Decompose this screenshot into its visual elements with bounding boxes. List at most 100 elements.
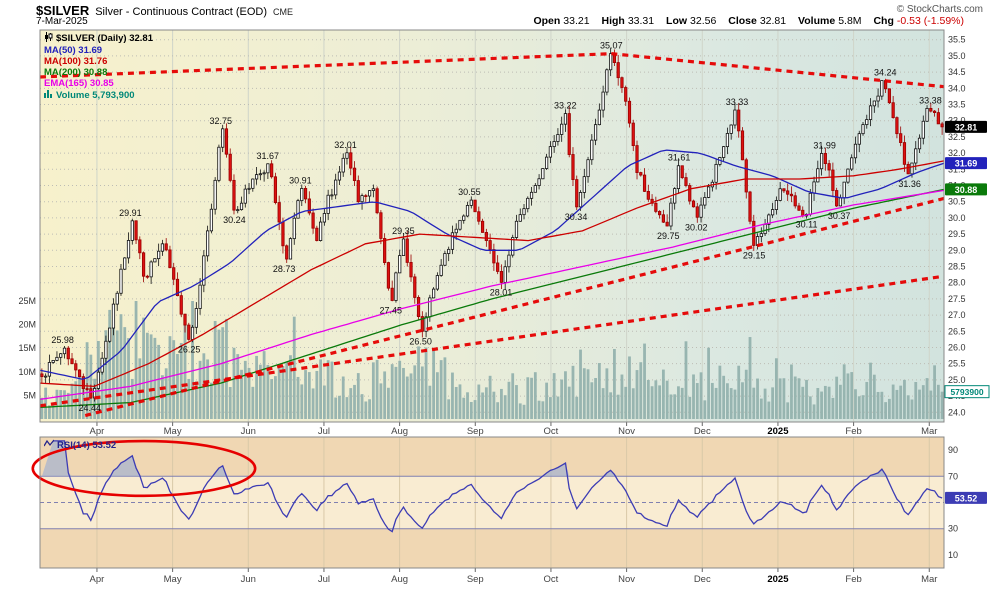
svg-text:29.35: 29.35 [392, 226, 415, 236]
svg-text:29.0: 29.0 [948, 245, 966, 255]
svg-text:32.75: 32.75 [210, 116, 233, 126]
symbol-title: $SILVER [36, 3, 90, 18]
ma50-line [39, 149, 945, 380]
svg-text:Aug: Aug [391, 574, 408, 585]
quote-bar: Open 33.21 High 33.31 Low 32.56 Close 32.81 … [533, 15, 964, 27]
swing-price-labels: 25.98 24.44 29.91 26.25 32.75 30.24 31.67 28.73… [51, 41, 941, 413]
rsi-line [53, 440, 943, 533]
low-value: 32.56 [690, 15, 717, 27]
svg-text:90: 90 [948, 445, 958, 455]
svg-text:32.01: 32.01 [334, 140, 357, 150]
svg-text:Jul: Jul [318, 574, 330, 585]
svg-text:Jun: Jun [241, 426, 256, 437]
ma200-line [39, 188, 945, 409]
svg-text:30.11: 30.11 [796, 219, 818, 229]
svg-text:27.45: 27.45 [379, 306, 402, 316]
svg-text:15M: 15M [18, 343, 36, 353]
svg-text:25.5: 25.5 [948, 359, 966, 369]
svg-text:53.52: 53.52 [955, 493, 978, 503]
svg-text:28.01: 28.01 [490, 287, 513, 297]
volume-value: 5.8M [838, 15, 862, 27]
svg-text:34.0: 34.0 [948, 83, 966, 93]
svg-text:30.91: 30.91 [289, 175, 312, 185]
svg-text:30.0: 30.0 [948, 213, 966, 223]
svg-text:35.07: 35.07 [600, 41, 623, 51]
svg-text:Feb: Feb [845, 426, 861, 437]
svg-text:32.5: 32.5 [948, 132, 966, 142]
ema165-line [39, 189, 945, 400]
close-label: Close [728, 15, 757, 27]
svg-text:30.5: 30.5 [948, 197, 966, 207]
svg-text:31.36: 31.36 [898, 179, 921, 189]
svg-text:5793900: 5793900 [950, 387, 983, 397]
svg-text:30.24: 30.24 [223, 215, 246, 225]
close-value: 32.81 [759, 15, 787, 27]
svg-text:28.73: 28.73 [273, 264, 296, 274]
svg-text:33.5: 33.5 [948, 100, 966, 110]
svg-text:30.34: 30.34 [565, 212, 588, 222]
svg-text:70: 70 [948, 471, 958, 481]
price-chart-canvas: 25.98 24.44 29.91 26.25 32.75 30.24 31.67 28.73… [18, 29, 990, 585]
svg-text:Nov: Nov [618, 426, 635, 437]
svg-text:26.50: 26.50 [409, 336, 432, 346]
svg-text:26.5: 26.5 [948, 326, 966, 336]
svg-text:10M: 10M [18, 367, 36, 377]
chg-value: -0.53 (-1.59%) [896, 15, 964, 27]
rsi-panel-border [39, 436, 945, 569]
stockcharts-copyright-link[interactable]: © StockCharts.com [896, 4, 983, 15]
svg-text:29.5: 29.5 [948, 229, 966, 239]
svg-text:31.67: 31.67 [257, 151, 280, 161]
svg-text:32.0: 32.0 [948, 148, 966, 158]
svg-text:Mar: Mar [921, 426, 937, 437]
chg-label: Chg [873, 15, 894, 27]
svg-text:26.0: 26.0 [948, 342, 966, 352]
svg-text:28.0: 28.0 [948, 278, 966, 288]
svg-text:35.0: 35.0 [948, 51, 966, 61]
svg-text:24.44: 24.44 [78, 403, 101, 413]
open-value: 33.21 [563, 15, 590, 27]
svg-text:Oct: Oct [544, 426, 559, 437]
svg-text:May: May [164, 574, 182, 585]
svg-text:27.0: 27.0 [948, 310, 966, 320]
svg-text:5M: 5M [23, 390, 36, 400]
svg-text:May: May [164, 426, 182, 437]
svg-text:29.91: 29.91 [119, 208, 142, 218]
high-label: High [601, 15, 625, 27]
svg-text:34.5: 34.5 [948, 67, 966, 77]
svg-text:31.61: 31.61 [668, 153, 691, 163]
chart-header: $SILVER Silver - Continuous Contract (EOD… [36, 2, 293, 18]
trendlines [39, 52, 945, 418]
symbol-description: Silver - Continuous Contract (EOD) [95, 6, 267, 18]
svg-text:25.0: 25.0 [948, 375, 966, 385]
svg-text:Apr: Apr [90, 426, 105, 437]
main-panel-border [39, 29, 945, 423]
svg-text:29.15: 29.15 [743, 250, 766, 260]
svg-text:Aug: Aug [391, 426, 408, 437]
volume-bars [40, 301, 944, 419]
svg-text:30.02: 30.02 [685, 222, 708, 232]
svg-text:33.0: 33.0 [948, 116, 966, 126]
svg-text:2025: 2025 [767, 574, 789, 585]
svg-text:Sep: Sep [467, 426, 484, 437]
svg-text:Sep: Sep [467, 574, 484, 585]
main-panel-bg [40, 30, 944, 422]
axis-labels: 24.024.525.025.526.026.527.027.528.028.5… [18, 35, 965, 585]
candlesticks [40, 47, 944, 402]
svg-text:Dec: Dec [694, 426, 711, 437]
svg-text:33.38: 33.38 [919, 95, 942, 105]
svg-text:30: 30 [948, 524, 958, 534]
svg-text:35.5: 35.5 [948, 35, 966, 45]
axis-value-flags: 32.81 31.69 30.88 5793900 53.52 [944, 120, 990, 504]
svg-text:26.25: 26.25 [178, 344, 201, 354]
svg-text:25M: 25M [18, 296, 36, 306]
rsi-overbought-fill [41, 440, 943, 477]
svg-text:28.5: 28.5 [948, 261, 966, 271]
svg-text:29.75: 29.75 [657, 231, 680, 241]
svg-text:34.24: 34.24 [874, 68, 897, 78]
rsi-highlight-ellipse [31, 439, 257, 498]
svg-text:30.37: 30.37 [828, 211, 851, 221]
low-label: Low [666, 15, 688, 27]
svg-text:31.99: 31.99 [813, 140, 836, 150]
svg-text:30.55: 30.55 [458, 187, 481, 197]
